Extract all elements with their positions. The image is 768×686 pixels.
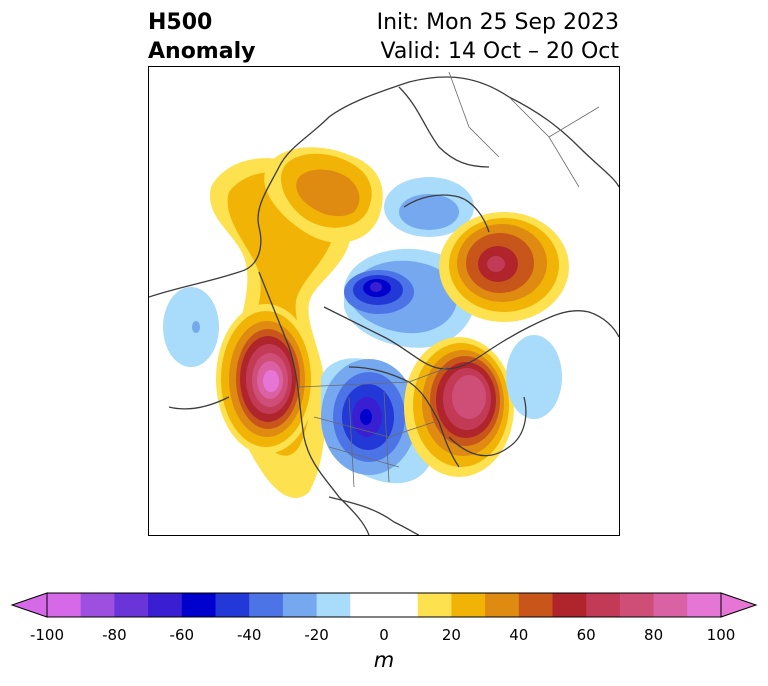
west-coast-ridge bbox=[216, 304, 316, 454]
colorbar-cell bbox=[552, 593, 587, 617]
siberia-ridge bbox=[439, 212, 569, 322]
polar-ridge bbox=[264, 147, 383, 243]
colorbar-tick-label: 40 bbox=[509, 626, 529, 644]
colorbar-cell bbox=[451, 593, 486, 617]
central-trough bbox=[321, 358, 435, 484]
colorbar-cell bbox=[215, 593, 250, 617]
colorbar-cell bbox=[80, 593, 115, 617]
colorbar-tick-label: -100 bbox=[29, 626, 65, 644]
colorbar-tick-label: -60 bbox=[169, 626, 195, 644]
colorbar-cell bbox=[181, 593, 216, 617]
colorbar-max-arrow bbox=[720, 592, 758, 618]
colorbar-cell bbox=[653, 593, 688, 617]
colorbar-cell bbox=[350, 593, 385, 617]
coastlines bbox=[149, 76, 619, 535]
colorbar-outline bbox=[46, 592, 722, 618]
colorbar-tick-label: 20 bbox=[441, 626, 461, 644]
political-borders bbox=[298, 71, 600, 488]
scandinavia-trough bbox=[384, 177, 474, 237]
map-panel bbox=[148, 66, 620, 536]
title-field-type: Anomaly bbox=[148, 39, 256, 64]
title-variable: H500 bbox=[148, 10, 213, 35]
colorbar-tick-label: -40 bbox=[236, 626, 262, 644]
colorbar bbox=[10, 592, 758, 618]
colorbar-tick-label: 100 bbox=[706, 626, 736, 644]
colorbar-cell bbox=[282, 593, 318, 617]
colorbar-tick-label: -80 bbox=[102, 626, 127, 644]
valid-period: Valid: 14 Oct – 20 Oct bbox=[380, 39, 619, 64]
atlantic-trough bbox=[506, 335, 562, 419]
arctic-trough bbox=[344, 248, 475, 348]
colorbar-cell bbox=[417, 593, 452, 617]
colorbar-cell bbox=[316, 593, 351, 617]
colorbar-cell bbox=[586, 593, 621, 617]
colorbar-tick-label: -20 bbox=[304, 626, 329, 644]
colorbar-tick-label: 60 bbox=[576, 626, 596, 644]
atlantic-ridge bbox=[404, 337, 514, 477]
pacific-trough bbox=[163, 287, 219, 367]
init-date: Init: Mon 25 Sep 2023 bbox=[376, 10, 619, 35]
colorbar-unit: m bbox=[373, 648, 395, 672]
colorbar-tick-label: 80 bbox=[644, 626, 664, 644]
colorbar-cell bbox=[249, 593, 284, 617]
colorbar-cell bbox=[485, 593, 520, 617]
title-right: Init: Mon 25 Sep 2023 Valid: 14 Oct – 20… bbox=[377, 8, 619, 66]
colorbar-min-arrow bbox=[10, 592, 48, 618]
colorbar-cell bbox=[384, 593, 419, 617]
colorbar-tick-label: 0 bbox=[379, 626, 389, 644]
anomaly-map bbox=[149, 71, 619, 535]
colorbar-cell bbox=[148, 593, 183, 617]
colorbar-cell bbox=[114, 593, 149, 617]
colorbar-cell bbox=[687, 593, 722, 617]
colorbar-cell bbox=[518, 593, 553, 617]
colorbar-cell bbox=[619, 593, 655, 617]
colorbar-cell bbox=[47, 593, 82, 617]
title-left: H500 Anomaly bbox=[148, 8, 255, 66]
